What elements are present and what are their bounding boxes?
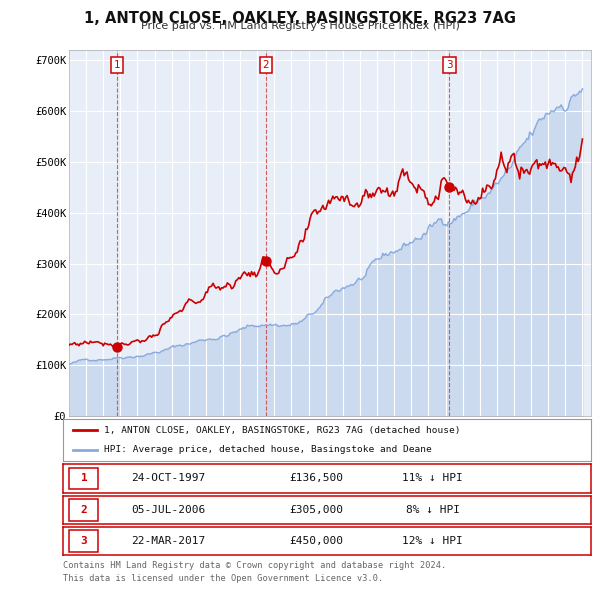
Text: 2: 2 xyxy=(81,505,88,514)
Text: £450,000: £450,000 xyxy=(289,536,343,546)
Text: 3: 3 xyxy=(446,60,452,70)
Text: 24-OCT-1997: 24-OCT-1997 xyxy=(131,474,206,483)
FancyBboxPatch shape xyxy=(70,499,98,520)
Text: 1: 1 xyxy=(114,60,121,70)
Text: Contains HM Land Registry data © Crown copyright and database right 2024.: Contains HM Land Registry data © Crown c… xyxy=(63,561,446,570)
FancyBboxPatch shape xyxy=(70,468,98,489)
Text: 11% ↓ HPI: 11% ↓ HPI xyxy=(402,474,463,483)
Text: 3: 3 xyxy=(81,536,88,546)
Text: 22-MAR-2017: 22-MAR-2017 xyxy=(131,536,206,546)
Text: 05-JUL-2006: 05-JUL-2006 xyxy=(131,505,206,514)
Text: HPI: Average price, detached house, Basingstoke and Deane: HPI: Average price, detached house, Basi… xyxy=(104,445,432,454)
FancyBboxPatch shape xyxy=(70,530,98,552)
Text: 1, ANTON CLOSE, OAKLEY, BASINGSTOKE, RG23 7AG (detached house): 1, ANTON CLOSE, OAKLEY, BASINGSTOKE, RG2… xyxy=(104,426,461,435)
Text: £136,500: £136,500 xyxy=(289,474,343,483)
Text: £305,000: £305,000 xyxy=(289,505,343,514)
Text: 12% ↓ HPI: 12% ↓ HPI xyxy=(402,536,463,546)
Text: 8% ↓ HPI: 8% ↓ HPI xyxy=(406,505,460,514)
Text: Price paid vs. HM Land Registry's House Price Index (HPI): Price paid vs. HM Land Registry's House … xyxy=(140,21,460,31)
Text: 1: 1 xyxy=(81,474,88,483)
Text: 2: 2 xyxy=(263,60,269,70)
Text: This data is licensed under the Open Government Licence v3.0.: This data is licensed under the Open Gov… xyxy=(63,574,383,583)
Text: 1, ANTON CLOSE, OAKLEY, BASINGSTOKE, RG23 7AG: 1, ANTON CLOSE, OAKLEY, BASINGSTOKE, RG2… xyxy=(84,11,516,25)
